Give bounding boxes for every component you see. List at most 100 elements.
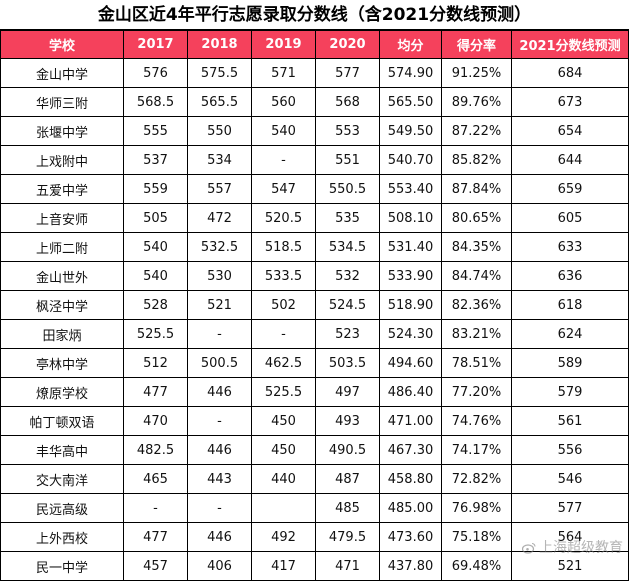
cell-2017: 512 [123, 348, 188, 378]
cell-average: 437.80 [379, 551, 442, 581]
cell-2018: 530 [187, 261, 252, 291]
cell-score-rate: 72.82% [441, 464, 512, 494]
table-row: 五爱中学 559 557 547 550.5 553.40 87.84% 659 [0, 174, 629, 204]
table-row: 上戏附中 537 534-551 540.70 85.82% 644 [0, 145, 629, 175]
cell-average: 533.90 [379, 261, 442, 291]
cell-average: 549.50 [379, 116, 442, 146]
cell-2019: 492 [251, 522, 316, 552]
cell-2020: 524.5 [315, 290, 380, 320]
cell-2017: - [123, 493, 188, 523]
cell-score-rate: 69.48% [441, 551, 512, 581]
cell-2018: 550 [187, 116, 252, 146]
cell-prediction-2021: 556 [511, 435, 629, 465]
cell-2017: 559 [123, 174, 188, 204]
cell-school: 丰华高中 [0, 435, 124, 465]
cell-prediction-2021: 673 [511, 87, 629, 117]
cell-average: 553.40 [379, 174, 442, 204]
cell-2020: 550.5 [315, 174, 380, 204]
cell-2019: 462.5 [251, 348, 316, 378]
cell-2017: 505 [123, 203, 188, 233]
table-row: 上外西校 477 446 492 479.5 473.60 75.18% 564 [0, 522, 629, 552]
cell-prediction-2021: 561 [511, 406, 629, 436]
table-row: 亭林中学 512 500.5 462.5 503.5 494.60 78.51% 589 [0, 348, 629, 378]
cell-prediction-2021: 605 [511, 203, 629, 233]
table-row: 上音安师 505 472 520.5 535 508.10 80.65% 605 [0, 203, 629, 233]
cell-2020: 577 [315, 58, 380, 88]
cell-2018: 406 [187, 551, 252, 581]
cell-school: 张堰中学 [0, 116, 124, 146]
cell-average: 458.80 [379, 464, 442, 494]
cell-average: 524.30 [379, 319, 442, 349]
cell-school: 五爱中学 [0, 174, 124, 204]
cell-prediction-2021: 618 [511, 290, 629, 320]
cell-score-rate: 89.76% [441, 87, 512, 117]
cell-2019: 417 [251, 551, 316, 581]
cell-2020: 551 [315, 145, 380, 175]
cell-2018: 472 [187, 203, 252, 233]
cell-2020: 485 [315, 493, 380, 523]
cell-2017: 528 [123, 290, 188, 320]
cell-2017: 537 [123, 145, 188, 175]
cell-2020: 487 [315, 464, 380, 494]
cell-2018: 575.5 [187, 58, 252, 88]
cell-prediction-2021: 684 [511, 58, 629, 88]
cell-score-rate: 84.74% [441, 261, 512, 291]
cell-average: 574.90 [379, 58, 442, 88]
cell-2019: 571 [251, 58, 316, 88]
header-2018: 2018 [187, 30, 252, 59]
cell-2018: 446 [187, 522, 252, 552]
cell-prediction-2021: 521 [511, 551, 629, 581]
cell-score-rate: 82.36% [441, 290, 512, 320]
cell-school: 上外西校 [0, 522, 124, 552]
cell-2017: 477 [123, 377, 188, 407]
header-school: 学校 [0, 30, 124, 59]
cell-2018: - [187, 406, 252, 436]
table-row: 民远高级 - -485 485.00 76.98% 577 [0, 493, 629, 523]
cell-school: 上音安师 [0, 203, 124, 233]
cell-average: 508.10 [379, 203, 442, 233]
cell-prediction-2021: 644 [511, 145, 629, 175]
table-row: 交大南洋 465 443 440 487 458.80 72.82% 546 [0, 464, 629, 494]
cell-score-rate: 78.51% [441, 348, 512, 378]
cell-2020: 535 [315, 203, 380, 233]
cell-prediction-2021: 589 [511, 348, 629, 378]
cell-2019: 525.5 [251, 377, 316, 407]
cell-school: 田家炳 [0, 319, 124, 349]
cell-prediction-2021: 624 [511, 319, 629, 349]
header-average: 均分 [379, 30, 442, 59]
cell-school: 上师二附 [0, 232, 124, 262]
cell-2019: 450 [251, 435, 316, 465]
cell-2020: 493 [315, 406, 380, 436]
table-row: 金山世外 540 530 533.5 532 533.90 84.74% 636 [0, 261, 629, 291]
cell-2017: 477 [123, 522, 188, 552]
header-2020: 2020 [315, 30, 380, 59]
cell-2020: 532 [315, 261, 380, 291]
cell-score-rate: 85.82% [441, 145, 512, 175]
cell-2018: 446 [187, 377, 252, 407]
cell-2019: - [251, 319, 316, 349]
cell-2019: 520.5 [251, 203, 316, 233]
cell-average: 540.70 [379, 145, 442, 175]
cell-average: 473.60 [379, 522, 442, 552]
cell-2017: 465 [123, 464, 188, 494]
table-row: 燎原学校 477 446 525.5 497 486.40 77.20% 579 [0, 377, 629, 407]
cell-score-rate: 74.76% [441, 406, 512, 436]
cell-score-rate: 75.18% [441, 522, 512, 552]
header-2021-prediction: 2021分数线预测 [511, 30, 629, 59]
cell-prediction-2021: 633 [511, 232, 629, 262]
cell-2017: 470 [123, 406, 188, 436]
cell-score-rate: 84.35% [441, 232, 512, 262]
cell-2018: 565.5 [187, 87, 252, 117]
cell-2019: 533.5 [251, 261, 316, 291]
cell-2019: 450 [251, 406, 316, 436]
cell-prediction-2021: 636 [511, 261, 629, 291]
admission-score-table: 学校 2017 2018 2019 2020 均分 得分率 2021分数线预测 … [0, 30, 629, 581]
cell-2018: 532.5 [187, 232, 252, 262]
cell-2020: 503.5 [315, 348, 380, 378]
cell-2019: 518.5 [251, 232, 316, 262]
cell-2018: 521 [187, 290, 252, 320]
cell-prediction-2021: 579 [511, 377, 629, 407]
header-score-rate: 得分率 [441, 30, 512, 59]
cell-2017: 457 [123, 551, 188, 581]
table-row: 华师三附 568.5 565.5 560 568 565.50 89.76% 673 [0, 87, 629, 117]
